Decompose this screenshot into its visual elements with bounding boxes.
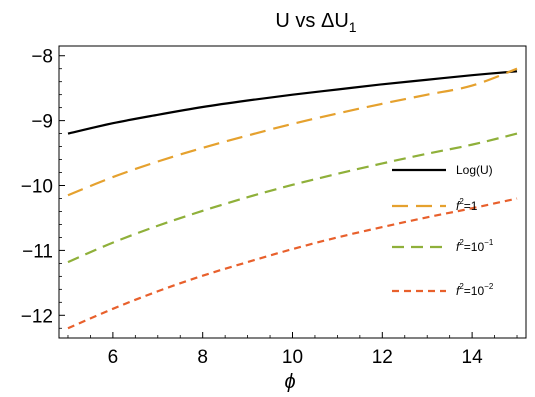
legend: Log(U) f2=1 f2=10−1 f2=10−2 [392,163,494,298]
y-tick-label: −9 [31,112,53,133]
x-tick-label: 6 [108,347,119,368]
x-axis-label: ϕ [284,371,295,393]
axes: 6 8 10 12 14 −8 −9 −10 −11 −12 [21,47,518,368]
y-tick-label: −8 [31,47,53,68]
y-tick-label: −11 [22,241,53,262]
legend-label-3: f2=10−2 [456,282,494,298]
series-line-3 [67,197,518,330]
x-tick-label: 14 [462,347,484,368]
series-lines [67,67,518,330]
series-line-2 [67,132,518,264]
legend-label-2: f2=10−1 [456,238,494,254]
legend-label-0: Log(U) [456,163,493,177]
x-tick-label: 8 [197,347,208,368]
chart-title: U vs ΔU1 [275,10,356,35]
y-tick-label: −12 [21,306,53,327]
series-line-1 [67,67,518,197]
legend-label-1: f2=1 [456,197,478,213]
y-tick-label: −10 [21,177,53,198]
x-tick-label: 12 [372,347,393,368]
series-line-0 [67,70,518,135]
x-tick-label: 10 [282,347,303,368]
